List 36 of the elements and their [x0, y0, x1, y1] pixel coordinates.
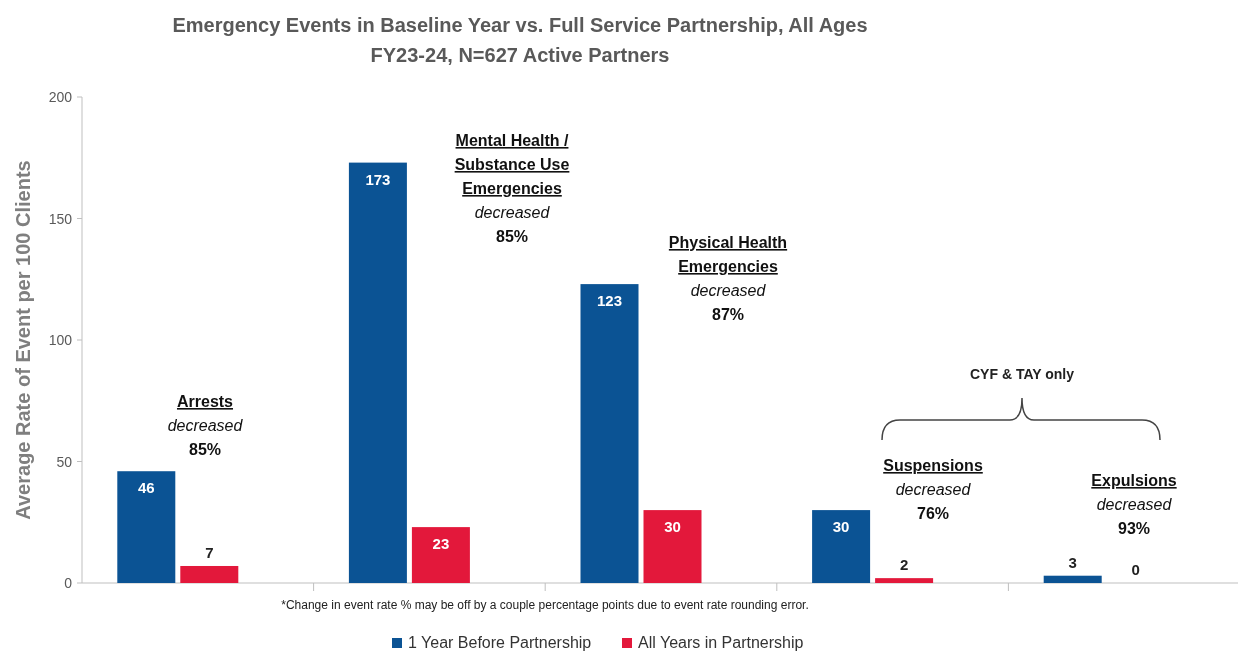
bar — [411, 527, 470, 583]
bar — [580, 284, 639, 583]
bar — [348, 162, 407, 583]
y-tick-label: 150 — [48, 210, 73, 227]
data-label: 173 — [365, 170, 391, 188]
annotation: Expulsions decreased 93% — [1091, 472, 1177, 537]
text: *Change in event rate % may be off by a couple percentage points due to event rate rounding error. — [281, 598, 809, 612]
annotation: Physical Health Emergencies decreased 87% — [668, 234, 788, 323]
chart-subtitle: FY23-24, N=627 Active Partners — [370, 44, 670, 66]
annotation: CYF & TAY only — [970, 366, 1075, 382]
bar — [875, 578, 934, 583]
bar — [180, 565, 239, 583]
chart-title: Emergency Events in Baseline Year vs. Full Service Partnership, All Ages — [172, 14, 868, 36]
y-tick-label: 200 — [48, 89, 73, 105]
legend-label: All Years in Partnership — [638, 634, 804, 651]
y-tick-label: 50 — [56, 453, 73, 470]
y-tick-label: 0 — [64, 575, 73, 591]
annotation: Suspensions decreased 76% — [883, 457, 983, 522]
data-label: 46 — [137, 479, 155, 497]
data-label: 123 — [596, 292, 623, 310]
y-tick-label: 100 — [48, 332, 73, 348]
data-label: 23 — [432, 535, 450, 553]
data-label: 7 — [205, 543, 214, 561]
bar — [117, 471, 176, 583]
data-label: 30 — [664, 518, 681, 536]
data-label: 3 — [1068, 553, 1077, 571]
data-label: 0 — [1131, 561, 1140, 578]
annotation: Mental Health / Substance Use Emergencies decreased 85% — [454, 132, 570, 245]
bar — [643, 510, 702, 583]
legend-label: 1 Year Before Partnership — [408, 634, 592, 651]
bar — [812, 510, 871, 583]
y-axis-title: Average Rate of Event per 100 Clients — [12, 160, 34, 520]
annotation: Arrests decreased 85% — [167, 393, 244, 458]
bar — [1043, 575, 1102, 583]
data-label: 30 — [832, 518, 850, 536]
data-label: 2 — [899, 556, 909, 574]
